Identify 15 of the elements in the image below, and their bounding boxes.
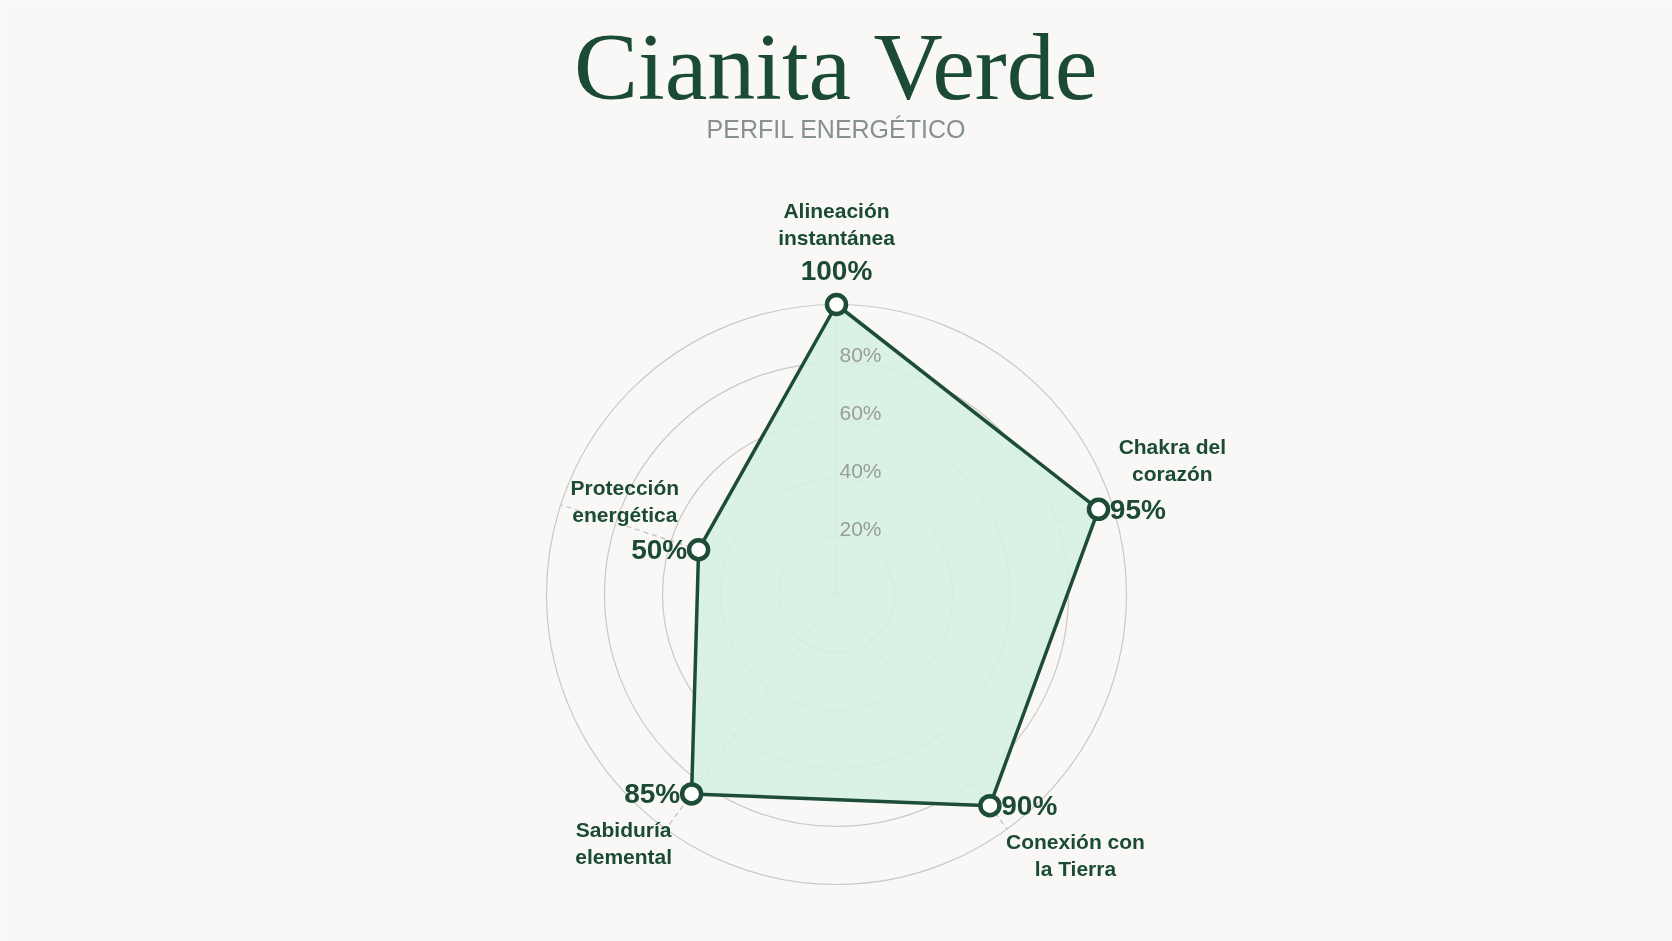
spoke-label: Chakra del corazón <box>1118 435 1227 486</box>
spoke-label: Alineación instantánea <box>778 198 896 249</box>
spoke-label: Sabiduría elemental <box>575 817 673 868</box>
y-tick-label: 40% <box>839 458 882 482</box>
data-label: 85% <box>624 778 681 810</box>
y-tick-label: 20% <box>839 516 882 540</box>
data-label: 95% <box>1109 493 1166 525</box>
y-tick-label: 60% <box>839 400 882 424</box>
data-label: 50% <box>631 534 688 566</box>
spoke-label: Conexión con la Tierra <box>1006 829 1145 880</box>
data-label: 100% <box>800 255 873 286</box>
spoke-label: Protección energética <box>570 475 680 526</box>
data-label: 90% <box>1001 790 1058 822</box>
y-tick-label: 80% <box>839 342 882 366</box>
chart-subtitle: PERFIL ENERGÉTICO <box>706 114 966 143</box>
